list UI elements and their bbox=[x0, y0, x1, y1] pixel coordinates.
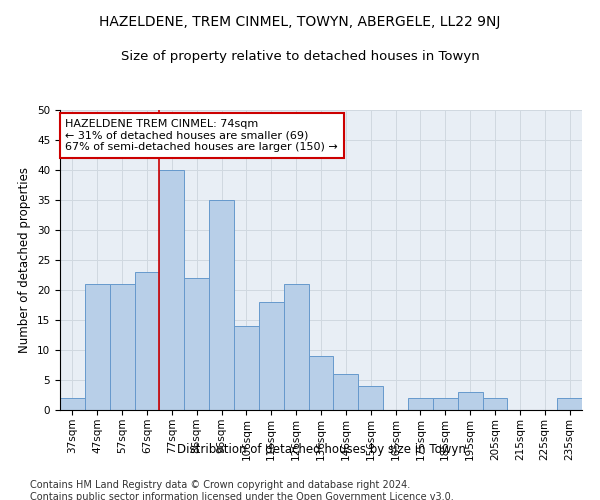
Bar bbox=[557, 398, 582, 410]
Bar bbox=[433, 398, 458, 410]
Text: Size of property relative to detached houses in Towyn: Size of property relative to detached ho… bbox=[121, 50, 479, 63]
Bar bbox=[334, 374, 358, 410]
Bar bbox=[134, 272, 160, 410]
Bar bbox=[209, 200, 234, 410]
Bar bbox=[85, 284, 110, 410]
Bar bbox=[184, 278, 209, 410]
Bar bbox=[259, 302, 284, 410]
Bar bbox=[110, 284, 134, 410]
Bar bbox=[408, 398, 433, 410]
Text: Distribution of detached houses by size in Towyn: Distribution of detached houses by size … bbox=[176, 442, 466, 456]
Bar bbox=[284, 284, 308, 410]
Bar bbox=[482, 398, 508, 410]
Bar bbox=[234, 326, 259, 410]
Bar bbox=[358, 386, 383, 410]
Bar bbox=[160, 170, 184, 410]
Bar bbox=[458, 392, 482, 410]
Text: HAZELDENE TREM CINMEL: 74sqm
← 31% of detached houses are smaller (69)
67% of se: HAZELDENE TREM CINMEL: 74sqm ← 31% of de… bbox=[65, 119, 338, 152]
Y-axis label: Number of detached properties: Number of detached properties bbox=[19, 167, 31, 353]
Bar bbox=[308, 356, 334, 410]
Text: HAZELDENE, TREM CINMEL, TOWYN, ABERGELE, LL22 9NJ: HAZELDENE, TREM CINMEL, TOWYN, ABERGELE,… bbox=[100, 15, 500, 29]
Text: Contains HM Land Registry data © Crown copyright and database right 2024.
Contai: Contains HM Land Registry data © Crown c… bbox=[30, 480, 454, 500]
Bar bbox=[60, 398, 85, 410]
